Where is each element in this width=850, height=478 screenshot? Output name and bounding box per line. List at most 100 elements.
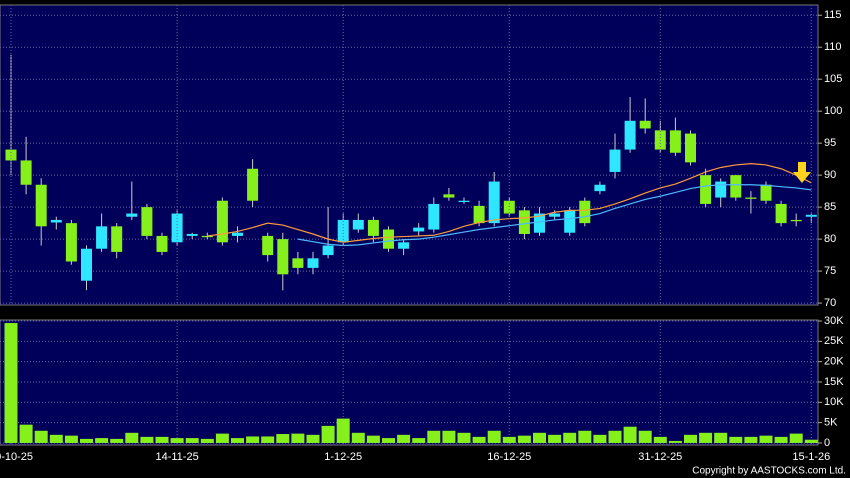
volume-bar [215, 433, 229, 443]
arrow-icon [793, 162, 811, 183]
candle-body [156, 235, 168, 252]
candle-body [247, 168, 259, 201]
volume-bar [170, 438, 184, 443]
y-tick-label: 110 [824, 41, 842, 53]
candle-body [50, 219, 62, 223]
candle-body [518, 210, 530, 234]
volume-bar [351, 432, 365, 443]
candle-body [624, 120, 636, 150]
volume-bar [95, 438, 109, 443]
candle-body [186, 233, 198, 236]
candle-body [730, 175, 742, 198]
volume-bar [699, 432, 713, 443]
candle-body [609, 149, 621, 172]
candle-body [428, 203, 440, 230]
y-tick-label: 90 [824, 169, 836, 181]
candle-body [413, 227, 425, 232]
volume-bar [336, 418, 350, 443]
y-tick-label: 70 [824, 297, 836, 309]
volume-bar [533, 432, 546, 443]
volume-panel [0, 319, 819, 446]
y-tick-label: 75 [824, 265, 836, 277]
candle-body [685, 133, 696, 163]
candle-body [292, 258, 304, 268]
volume-bar [593, 434, 607, 443]
volume-bar [578, 430, 592, 443]
volume-bar [744, 436, 758, 443]
volume-bar [125, 432, 139, 443]
y-tick-label: 95 [824, 137, 836, 149]
y-tick-label: 100 [824, 105, 842, 117]
volume-bar [80, 438, 93, 443]
volume-bar [548, 434, 562, 443]
volume-bar [653, 436, 667, 443]
x-tick-label: 1-12-25 [324, 451, 362, 463]
candle-body [700, 175, 712, 204]
candle-body [564, 210, 576, 233]
candle-body [654, 130, 666, 150]
x-tick-label: 16-12-25 [487, 451, 531, 463]
volume-bar [276, 434, 290, 443]
volume-bar [306, 434, 320, 443]
candle-body [126, 213, 138, 217]
candle-body [715, 181, 727, 198]
candle-body [790, 219, 802, 222]
candle-body [277, 239, 289, 275]
volume-bar [623, 426, 637, 443]
candle-body [216, 200, 228, 243]
candle-body [669, 130, 681, 153]
candle-body [458, 200, 470, 203]
candle-body [141, 207, 153, 236]
volume-bar [457, 432, 471, 443]
volume-bar [231, 438, 244, 443]
candle-body [96, 226, 108, 249]
volume-bar [140, 436, 154, 443]
y-tick-label: 15K [824, 376, 844, 388]
volume-bar [472, 436, 486, 443]
candle-body [322, 245, 334, 256]
volume-bar [366, 435, 380, 443]
candle-body [111, 226, 123, 252]
y-tick-label: 105 [824, 73, 842, 85]
y-tick-label: 30K [824, 315, 844, 327]
x-tick-label: 14-11-25 [155, 451, 198, 463]
volume-bar [714, 432, 728, 443]
moving-average-line [297, 184, 812, 247]
volume-bar [638, 430, 652, 443]
y-tick-label: 5K [824, 417, 838, 429]
x-tick-label: 30-10-25 [0, 451, 33, 463]
y-tick-label: 20K [824, 356, 844, 368]
candle-body [65, 223, 77, 262]
candle-body [383, 229, 394, 249]
volume-bar [804, 439, 818, 443]
volume-bar [684, 434, 697, 443]
y-tick-label: 115 [824, 9, 842, 21]
volume-bar [185, 438, 199, 443]
candle-body [201, 235, 213, 238]
volume-bar [34, 430, 48, 443]
y-tick-label: 25K [824, 335, 844, 347]
volume-bar [789, 433, 803, 443]
candle-body [443, 194, 455, 198]
candle-body [473, 205, 485, 224]
candle-body [262, 235, 274, 256]
candle-body [594, 184, 606, 192]
volume-bar [729, 436, 743, 443]
candle-body [745, 197, 757, 199]
volume-bar [774, 436, 788, 443]
volume-bar [759, 435, 773, 443]
candle-body [367, 219, 379, 236]
volume-bar [517, 435, 531, 443]
candle-body [549, 213, 561, 217]
volume-bar [442, 430, 456, 443]
x-tick-label: 31-12-25 [638, 451, 682, 463]
candle-body [232, 232, 243, 236]
volume-bar [200, 438, 214, 443]
candle-body [760, 184, 772, 201]
candle-body [307, 258, 319, 268]
candle-body [20, 160, 32, 185]
x-tick-label: 15-1-26 [792, 451, 830, 463]
volume-bar [397, 434, 411, 443]
